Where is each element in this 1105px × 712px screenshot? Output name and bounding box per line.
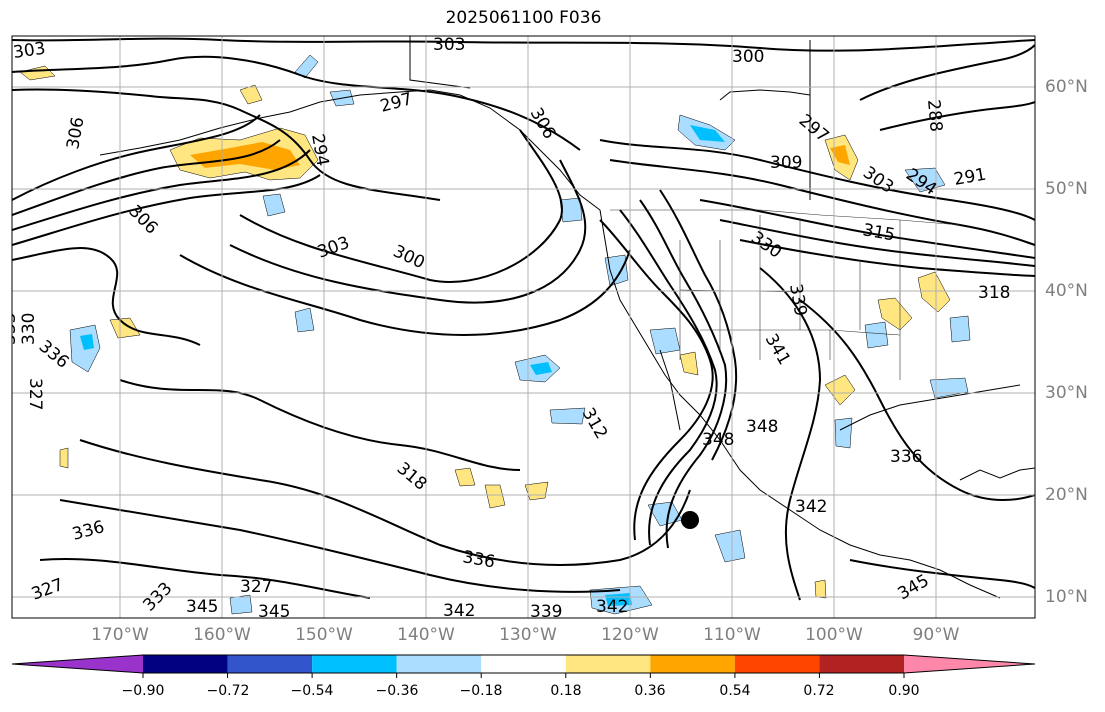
state-borders [610, 209, 961, 380]
lon-label: 140°W [397, 625, 455, 645]
contour-label: 288 [923, 99, 946, 133]
lon-label: 150°W [295, 625, 353, 645]
contour-label: 348 [702, 430, 734, 450]
contour-label: 300 [732, 47, 764, 67]
shaded-regions [19, 54, 971, 615]
lat-label: 40°N [1045, 281, 1088, 301]
lat-label: 20°N [1045, 485, 1088, 505]
marker-dot [681, 511, 699, 529]
colorbar-tick-label: 0.90 [888, 683, 920, 699]
coastlines [99, 36, 1035, 599]
lon-label: 110°W [703, 625, 761, 645]
colorbar-tick-label: 0.72 [803, 683, 835, 699]
contour-label: 318 [978, 283, 1010, 303]
contour-label: 303 [433, 35, 465, 55]
colorbar-tick-label: −0.18 [459, 683, 503, 699]
lon-label: 100°W [805, 625, 863, 645]
contour-label: 345 [186, 597, 218, 617]
contour-label: 342 [443, 601, 475, 621]
colorbar-tick-label: −0.36 [375, 683, 419, 699]
lon-label: 170°W [91, 625, 149, 645]
contour-label: 327 [240, 577, 272, 597]
lon-label: 90°W [912, 625, 960, 645]
contour-label: 342 [596, 597, 628, 617]
contour-label: 303 [12, 39, 47, 63]
lon-label: 130°W [499, 625, 557, 645]
contour-label: 336 [890, 447, 922, 467]
lat-label: 50°N [1045, 179, 1088, 199]
contour-label: 309 [770, 153, 802, 173]
colorbar-tick-label: −0.90 [121, 683, 165, 699]
map-title: 2025061100 F036 [445, 8, 602, 28]
contour-label: 348 [746, 417, 778, 437]
contour-label: 333 [0, 313, 20, 345]
gridlines [12, 36, 1035, 618]
contour-label: 327 [25, 378, 45, 410]
colorbar-tick-label: 0.36 [634, 683, 666, 699]
lat-label: 10°N [1045, 587, 1088, 607]
map-frame [11, 35, 1036, 619]
colorbar-tick-label: 0.18 [550, 683, 582, 699]
contour-label: 339 [530, 602, 562, 622]
lat-label: 60°N [1045, 77, 1088, 97]
colorbar-tick-label: 0.54 [719, 683, 751, 699]
contour-lines [12, 37, 1035, 601]
contour-label: 342 [795, 497, 827, 517]
colorbar-tick-label: −0.54 [290, 683, 334, 699]
contour-label: 345 [258, 602, 290, 622]
lon-label: 160°W [193, 625, 251, 645]
contour-label: 330 [19, 313, 39, 345]
lon-label: 120°W [601, 625, 659, 645]
colorbar-tick-label: −0.72 [206, 683, 250, 699]
lat-label: 30°N [1045, 383, 1088, 403]
